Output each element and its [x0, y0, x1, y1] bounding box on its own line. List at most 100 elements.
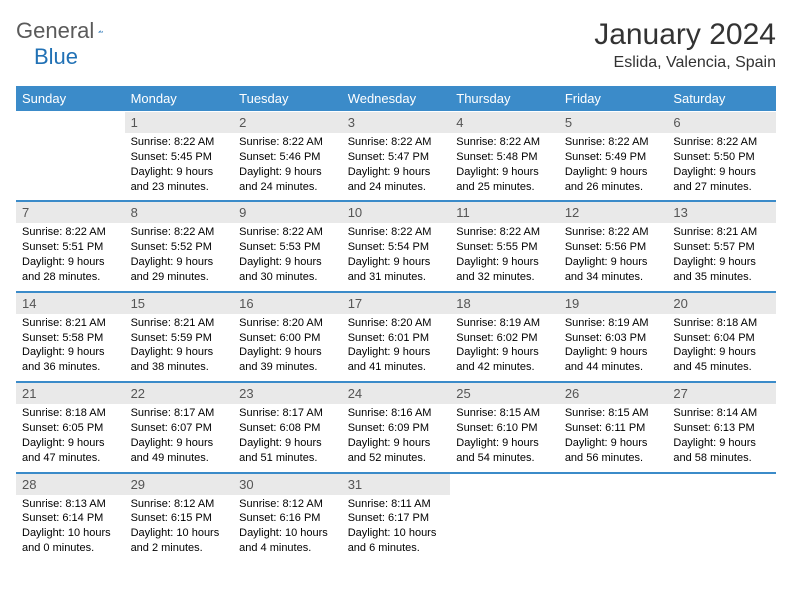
sunset-text: Sunset: 5:51 PM [22, 240, 119, 255]
daylight-text-1: Daylight: 9 hours [22, 255, 119, 270]
day-cell: Sunrise: 8:22 AMSunset: 5:50 PMDaylight:… [667, 133, 776, 201]
day-number: 31 [342, 473, 451, 495]
sunrise-text: Sunrise: 8:22 AM [565, 135, 662, 150]
daylight-text-2: and 38 minutes. [131, 360, 228, 375]
daylight-text-1: Daylight: 9 hours [131, 165, 228, 180]
daylight-text-2: and 2 minutes. [131, 541, 228, 556]
daylight-text-2: and 54 minutes. [456, 451, 553, 466]
sunrise-text: Sunrise: 8:11 AM [348, 497, 445, 512]
daylight-text-2: and 49 minutes. [131, 451, 228, 466]
daylight-text-1: Daylight: 9 hours [565, 345, 662, 360]
daylight-text-2: and 31 minutes. [348, 270, 445, 285]
day-cell: Sunrise: 8:21 AMSunset: 5:58 PMDaylight:… [16, 314, 125, 382]
sunrise-text: Sunrise: 8:22 AM [565, 225, 662, 240]
sunset-text: Sunset: 5:45 PM [131, 150, 228, 165]
day-number: 15 [125, 292, 234, 314]
daylight-text-2: and 39 minutes. [239, 360, 336, 375]
daylight-text-1: Daylight: 9 hours [348, 345, 445, 360]
daylight-text-1: Daylight: 9 hours [239, 345, 336, 360]
sunrise-text: Sunrise: 8:19 AM [456, 316, 553, 331]
daylight-text-2: and 44 minutes. [565, 360, 662, 375]
day-cell: Sunrise: 8:15 AMSunset: 6:11 PMDaylight:… [559, 404, 668, 472]
daylight-text-1: Daylight: 9 hours [673, 345, 770, 360]
day-number: 2 [233, 112, 342, 134]
daylight-text-2: and 36 minutes. [22, 360, 119, 375]
day-cell [16, 133, 125, 201]
sunrise-text: Sunrise: 8:12 AM [239, 497, 336, 512]
location: Eslida, Valencia, Spain [594, 54, 776, 72]
day-number: 11 [450, 201, 559, 223]
sunrise-text: Sunrise: 8:21 AM [131, 316, 228, 331]
daylight-text-1: Daylight: 9 hours [239, 165, 336, 180]
sunrise-text: Sunrise: 8:12 AM [131, 497, 228, 512]
daylight-text-1: Daylight: 9 hours [348, 255, 445, 270]
sunrise-text: Sunrise: 8:21 AM [673, 225, 770, 240]
day-cell: Sunrise: 8:22 AMSunset: 5:56 PMDaylight:… [559, 223, 668, 291]
sunset-text: Sunset: 5:48 PM [456, 150, 553, 165]
day-cell [667, 495, 776, 563]
logo: General [16, 18, 126, 44]
daylight-text-1: Daylight: 10 hours [22, 526, 119, 541]
day-number [16, 112, 125, 134]
day-number: 9 [233, 201, 342, 223]
day-cell: Sunrise: 8:20 AMSunset: 6:01 PMDaylight:… [342, 314, 451, 382]
day-cell: Sunrise: 8:15 AMSunset: 6:10 PMDaylight:… [450, 404, 559, 472]
day-number: 22 [125, 382, 234, 404]
day-cell: Sunrise: 8:12 AMSunset: 6:16 PMDaylight:… [233, 495, 342, 563]
day-number [450, 473, 559, 495]
daylight-text-2: and 25 minutes. [456, 180, 553, 195]
day-number: 17 [342, 292, 451, 314]
day-cell: Sunrise: 8:22 AMSunset: 5:49 PMDaylight:… [559, 133, 668, 201]
sunset-text: Sunset: 6:01 PM [348, 331, 445, 346]
sunset-text: Sunset: 5:52 PM [131, 240, 228, 255]
daylight-text-1: Daylight: 9 hours [22, 436, 119, 451]
sunset-text: Sunset: 5:57 PM [673, 240, 770, 255]
sunrise-text: Sunrise: 8:17 AM [239, 406, 336, 421]
day-cell: Sunrise: 8:14 AMSunset: 6:13 PMDaylight:… [667, 404, 776, 472]
daylight-text-1: Daylight: 9 hours [131, 345, 228, 360]
sunrise-text: Sunrise: 8:16 AM [348, 406, 445, 421]
dow-header: Saturday [667, 86, 776, 112]
sunrise-text: Sunrise: 8:13 AM [22, 497, 119, 512]
daylight-text-2: and 32 minutes. [456, 270, 553, 285]
day-number: 27 [667, 382, 776, 404]
sunrise-text: Sunrise: 8:22 AM [348, 135, 445, 150]
day-number: 12 [559, 201, 668, 223]
sunset-text: Sunset: 6:08 PM [239, 421, 336, 436]
day-number: 1 [125, 112, 234, 134]
day-cell: Sunrise: 8:18 AMSunset: 6:05 PMDaylight:… [16, 404, 125, 472]
day-cell: Sunrise: 8:22 AMSunset: 5:55 PMDaylight:… [450, 223, 559, 291]
daylight-text-2: and 6 minutes. [348, 541, 445, 556]
sunset-text: Sunset: 6:02 PM [456, 331, 553, 346]
daylight-text-1: Daylight: 9 hours [456, 165, 553, 180]
day-cell: Sunrise: 8:18 AMSunset: 6:04 PMDaylight:… [667, 314, 776, 382]
daylight-text-2: and 0 minutes. [22, 541, 119, 556]
sunrise-text: Sunrise: 8:20 AM [348, 316, 445, 331]
day-cell: Sunrise: 8:21 AMSunset: 5:57 PMDaylight:… [667, 223, 776, 291]
daylight-text-2: and 24 minutes. [239, 180, 336, 195]
day-number: 4 [450, 112, 559, 134]
sunset-text: Sunset: 5:47 PM [348, 150, 445, 165]
daylight-text-2: and 45 minutes. [673, 360, 770, 375]
day-number: 6 [667, 112, 776, 134]
daylight-text-1: Daylight: 9 hours [348, 436, 445, 451]
day-number: 30 [233, 473, 342, 495]
daylight-text-2: and 35 minutes. [673, 270, 770, 285]
sunset-text: Sunset: 5:50 PM [673, 150, 770, 165]
sunset-text: Sunset: 6:17 PM [348, 511, 445, 526]
logo-text-2-wrap: Blue [34, 44, 78, 70]
daylight-text-1: Daylight: 9 hours [456, 436, 553, 451]
sunset-text: Sunset: 5:59 PM [131, 331, 228, 346]
day-cell: Sunrise: 8:17 AMSunset: 6:08 PMDaylight:… [233, 404, 342, 472]
dow-header: Tuesday [233, 86, 342, 112]
daylight-text-2: and 56 minutes. [565, 451, 662, 466]
day-number: 3 [342, 112, 451, 134]
sunset-text: Sunset: 6:00 PM [239, 331, 336, 346]
sunrise-text: Sunrise: 8:22 AM [456, 225, 553, 240]
day-number: 28 [16, 473, 125, 495]
sunset-text: Sunset: 5:49 PM [565, 150, 662, 165]
daylight-text-1: Daylight: 9 hours [348, 165, 445, 180]
sunset-text: Sunset: 6:15 PM [131, 511, 228, 526]
sunrise-text: Sunrise: 8:22 AM [239, 135, 336, 150]
sunset-text: Sunset: 6:11 PM [565, 421, 662, 436]
